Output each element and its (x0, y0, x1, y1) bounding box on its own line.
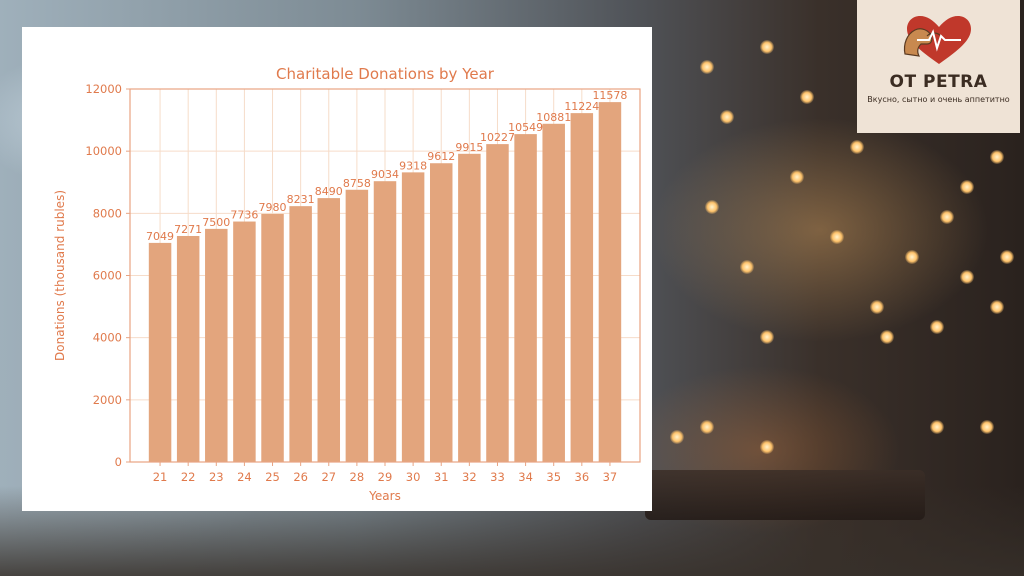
string-light (830, 230, 844, 244)
string-light (720, 110, 734, 124)
y-tick-label: 0 (115, 455, 122, 469)
x-tick-label-34: 34 (518, 470, 533, 484)
x-tick-label-21: 21 (153, 470, 168, 484)
x-tick-label-22: 22 (181, 470, 196, 484)
value-label-28: 8758 (343, 177, 371, 190)
chart-card: 7049 7271 7500 7736 7980 8231 8490 8758 9034 9318… (22, 27, 652, 511)
value-label-23: 7500 (202, 216, 230, 229)
value-label-29: 9034 (371, 168, 399, 181)
logo-badge: OT PETRA Вкусно, сытно и очень аппетитно (857, 0, 1020, 133)
bar-25 (261, 213, 284, 462)
string-light (670, 430, 684, 444)
y-tick-label: 10000 (85, 144, 122, 158)
value-label-36: 11224 (564, 100, 599, 113)
string-light (930, 420, 944, 434)
bar-chart: 7049727175007736798082318490875890349318… (53, 65, 641, 503)
y-axis-ticks: 0 2000 4000 6000 8000 10000 12000 (85, 82, 130, 469)
string-light (905, 250, 919, 264)
string-light (870, 300, 884, 314)
value-label-24: 7736 (230, 209, 258, 222)
value-label-21: 7049 (146, 230, 174, 243)
bar-28 (345, 189, 369, 463)
x-tick-label-29: 29 (378, 470, 393, 484)
string-light (980, 420, 994, 434)
value-label-34: 10549 (508, 121, 543, 134)
x-tick-label-23: 23 (209, 470, 224, 484)
x-axis-label: Years (368, 489, 401, 503)
value-label-35: 10881 (536, 111, 571, 124)
bar-30 (401, 172, 425, 463)
chart-title: Charitable Donations by Year (276, 65, 495, 83)
background-table (645, 470, 925, 520)
string-light (880, 330, 894, 344)
x-tick-label-27: 27 (321, 470, 336, 484)
x-tick-label-24: 24 (237, 470, 252, 484)
bar-33 (486, 144, 509, 462)
string-light (700, 420, 714, 434)
bar-36 (570, 113, 594, 462)
string-light (850, 140, 864, 154)
value-label-33: 10227 (480, 131, 515, 144)
x-tick-label-33: 33 (490, 470, 505, 484)
x-tick-label-32: 32 (462, 470, 477, 484)
string-light (790, 170, 804, 184)
value-label-30: 9318 (399, 159, 427, 172)
value-label-25: 7980 (259, 201, 287, 214)
x-tick-label-35: 35 (546, 470, 561, 484)
logo-title: OT PETRA (889, 72, 988, 92)
value-label-27: 8490 (315, 185, 343, 198)
string-light (1000, 250, 1014, 264)
y-tick-label: 6000 (93, 269, 122, 283)
string-light (930, 320, 944, 334)
string-light (960, 270, 974, 284)
value-label-37: 11578 (592, 89, 627, 102)
bar-21 (148, 242, 172, 462)
y-tick-label: 2000 (93, 393, 122, 407)
y-tick-label: 4000 (93, 331, 122, 345)
bar-31 (429, 163, 453, 463)
y-tick-label: 8000 (93, 206, 122, 220)
string-light (705, 200, 719, 214)
bar-32 (458, 153, 481, 462)
logo-tagline: Вкусно, сытно и очень аппетитно (867, 95, 1010, 104)
x-tick-label-36: 36 (575, 470, 590, 484)
value-label-32: 9915 (455, 141, 483, 154)
string-light (940, 210, 954, 224)
y-axis-label: Donations (thousand rubles) (53, 190, 67, 361)
string-light (960, 180, 974, 194)
x-tick-label-26: 26 (293, 470, 308, 484)
bar-29 (373, 181, 397, 462)
bar-22 (176, 235, 200, 462)
string-light (760, 440, 774, 454)
bar-35 (542, 123, 565, 462)
y-tick-label: 12000 (85, 82, 122, 96)
value-label-31: 9612 (427, 150, 455, 163)
x-tick-label-25: 25 (265, 470, 280, 484)
bar-27 (317, 198, 341, 463)
string-light (700, 60, 714, 74)
chart-value-labels: 7049727175007736798082318490875890349318… (146, 89, 627, 243)
value-label-26: 8231 (287, 193, 315, 206)
x-tick-label-37: 37 (603, 470, 618, 484)
bar-24 (233, 221, 256, 462)
x-tick-label-31: 31 (434, 470, 449, 484)
x-tick-label-28: 28 (350, 470, 365, 484)
x-tick-label-30: 30 (406, 470, 421, 484)
string-light (760, 40, 774, 54)
string-light (760, 330, 774, 344)
string-light (990, 300, 1004, 314)
string-light (990, 150, 1004, 164)
x-axis-ticks: 21 22 23 24 25 26 27 28 29 30 31 32 33 34 35 36 37 (153, 462, 618, 484)
chart-bars (148, 102, 622, 463)
bar-26 (289, 206, 312, 462)
string-light (740, 260, 754, 274)
heart-arm-logo-icon (903, 16, 971, 64)
string-light (800, 90, 814, 104)
value-label-22: 7271 (174, 223, 202, 236)
bar-37 (598, 102, 622, 463)
bar-23 (205, 228, 228, 462)
bar-34 (514, 134, 537, 462)
